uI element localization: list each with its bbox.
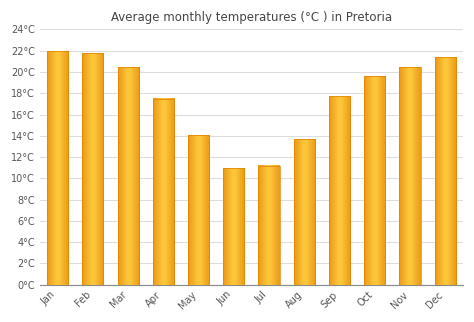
Bar	[223, 168, 245, 285]
Bar	[294, 139, 315, 285]
Bar	[47, 51, 68, 285]
Bar	[400, 67, 420, 285]
Bar	[188, 135, 209, 285]
Bar	[258, 166, 280, 285]
Bar	[435, 57, 456, 285]
Bar	[153, 99, 174, 285]
Bar	[82, 53, 103, 285]
Bar	[364, 76, 385, 285]
Bar	[118, 67, 139, 285]
Title: Average monthly temperatures (°C ) in Pretoria: Average monthly temperatures (°C ) in Pr…	[111, 11, 392, 24]
Bar	[329, 96, 350, 285]
